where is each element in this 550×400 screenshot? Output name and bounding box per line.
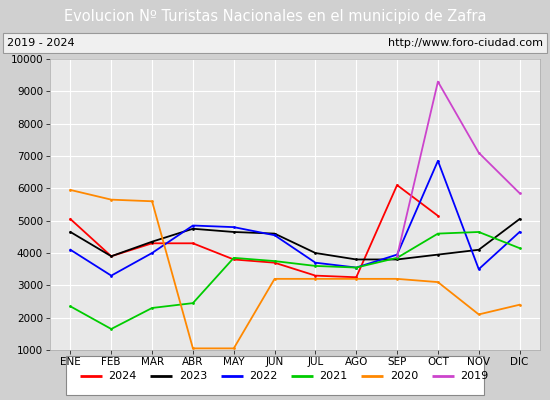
Text: 2021: 2021 xyxy=(320,371,348,381)
Text: http://www.foro-ciudad.com: http://www.foro-ciudad.com xyxy=(388,38,543,48)
Text: 2019 - 2024: 2019 - 2024 xyxy=(7,38,74,48)
Text: 2022: 2022 xyxy=(249,371,278,381)
Text: 2023: 2023 xyxy=(179,371,207,381)
Text: 2020: 2020 xyxy=(390,371,418,381)
Text: 2024: 2024 xyxy=(108,371,137,381)
Text: Evolucion Nº Turistas Nacionales en el municipio de Zafra: Evolucion Nº Turistas Nacionales en el m… xyxy=(64,8,486,24)
Text: 2019: 2019 xyxy=(460,371,488,381)
Bar xyxy=(66,356,484,395)
